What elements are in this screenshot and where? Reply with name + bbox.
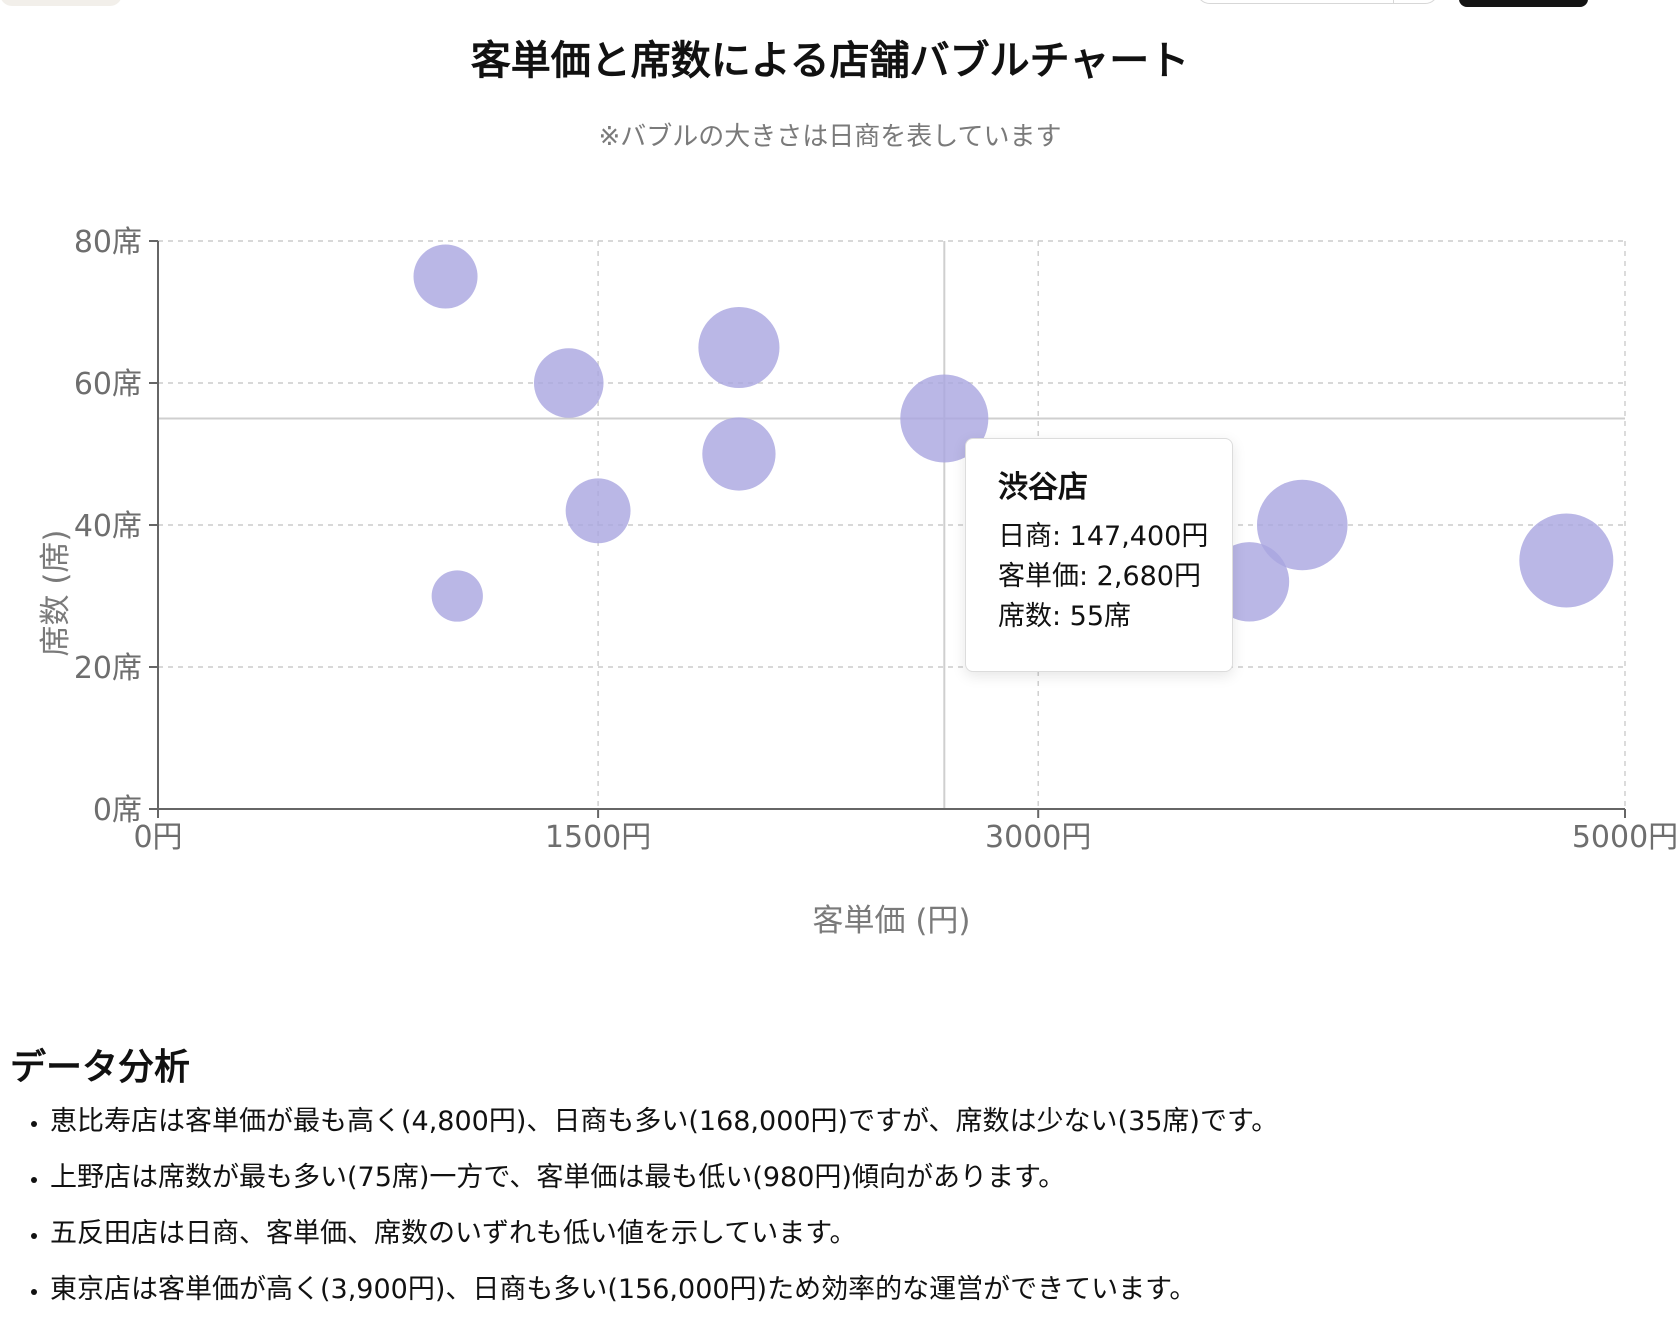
x-tick-label: 0円 (133, 820, 182, 855)
chart-tooltip: 渋谷店 日商: 147,400円 客単価: 2,680円 席数: 55席 (965, 438, 1233, 672)
x-tick-label: 3000円 (985, 820, 1091, 855)
analysis-item: 上野店は席数が最も多い(75席)一方で、客単価は最も低い(980円)傾向がありま… (50, 1158, 1278, 1214)
y-tick-label: 80席 (74, 225, 142, 260)
top-right-button[interactable] (1459, 0, 1588, 7)
tooltip-price: 客単価: 2,680円 (998, 561, 1201, 592)
analysis-list: 恵比寿店は客単価が最も高く(4,800円)、日商も多い(168,000円)ですが… (0, 1102, 1278, 1326)
bubble-point[interactable] (565, 478, 631, 544)
bubble-point[interactable] (413, 244, 478, 309)
y-tick-label: 0席 (93, 793, 142, 828)
analysis-heading: データ分析 (10, 1047, 191, 1088)
bubble-point[interactable] (1256, 479, 1348, 571)
analysis-item: 東京店は客単価が高く(3,900円)、日商も多い(156,000円)ため効率的な… (50, 1270, 1278, 1326)
grid (158, 240, 1626, 809)
y-tick-label: 20席 (74, 651, 142, 686)
analysis-item: 恵比寿店は客単価が最も高く(4,800円)、日商も多い(168,000円)ですが… (50, 1102, 1278, 1158)
bubble-point[interactable] (698, 306, 780, 389)
top-left-button[interactable] (0, 0, 122, 6)
tooltip-sales: 日商: 147,400円 (998, 521, 1209, 552)
axes (149, 240, 1626, 818)
y-tick-label: 40席 (74, 509, 142, 544)
analysis-item: 五反田店は日商、客単価、席数のいずれも低い値を示しています。 (50, 1214, 1278, 1270)
chart-subtitle: ※バブルの大きさは日商を表しています (598, 122, 1062, 152)
x-tick-label: 5000円 (1572, 820, 1678, 855)
bubble-point[interactable] (533, 348, 604, 418)
bubble-point[interactable] (702, 417, 776, 491)
tick-labels: 0席 20席 40席 60席 80席 0円 1500円 3000円 5000円 (74, 225, 1678, 855)
tooltip-seats: 席数: 55席 (998, 601, 1132, 632)
tooltip-store-name: 渋谷店 (998, 470, 1088, 505)
chart-title: 客単価と席数による店舗バブルチャート (470, 38, 1190, 84)
y-axis-title: 席数 (席) (38, 529, 74, 656)
bubble-point[interactable] (1519, 513, 1614, 608)
x-tick-label: 1500円 (545, 820, 651, 855)
y-tick-label: 60席 (74, 367, 142, 402)
x-axis-title: 客単価 (円) (812, 903, 970, 939)
hover-crosshair (158, 241, 1625, 809)
bubble-point[interactable] (431, 570, 483, 622)
select-divider (1393, 0, 1394, 4)
